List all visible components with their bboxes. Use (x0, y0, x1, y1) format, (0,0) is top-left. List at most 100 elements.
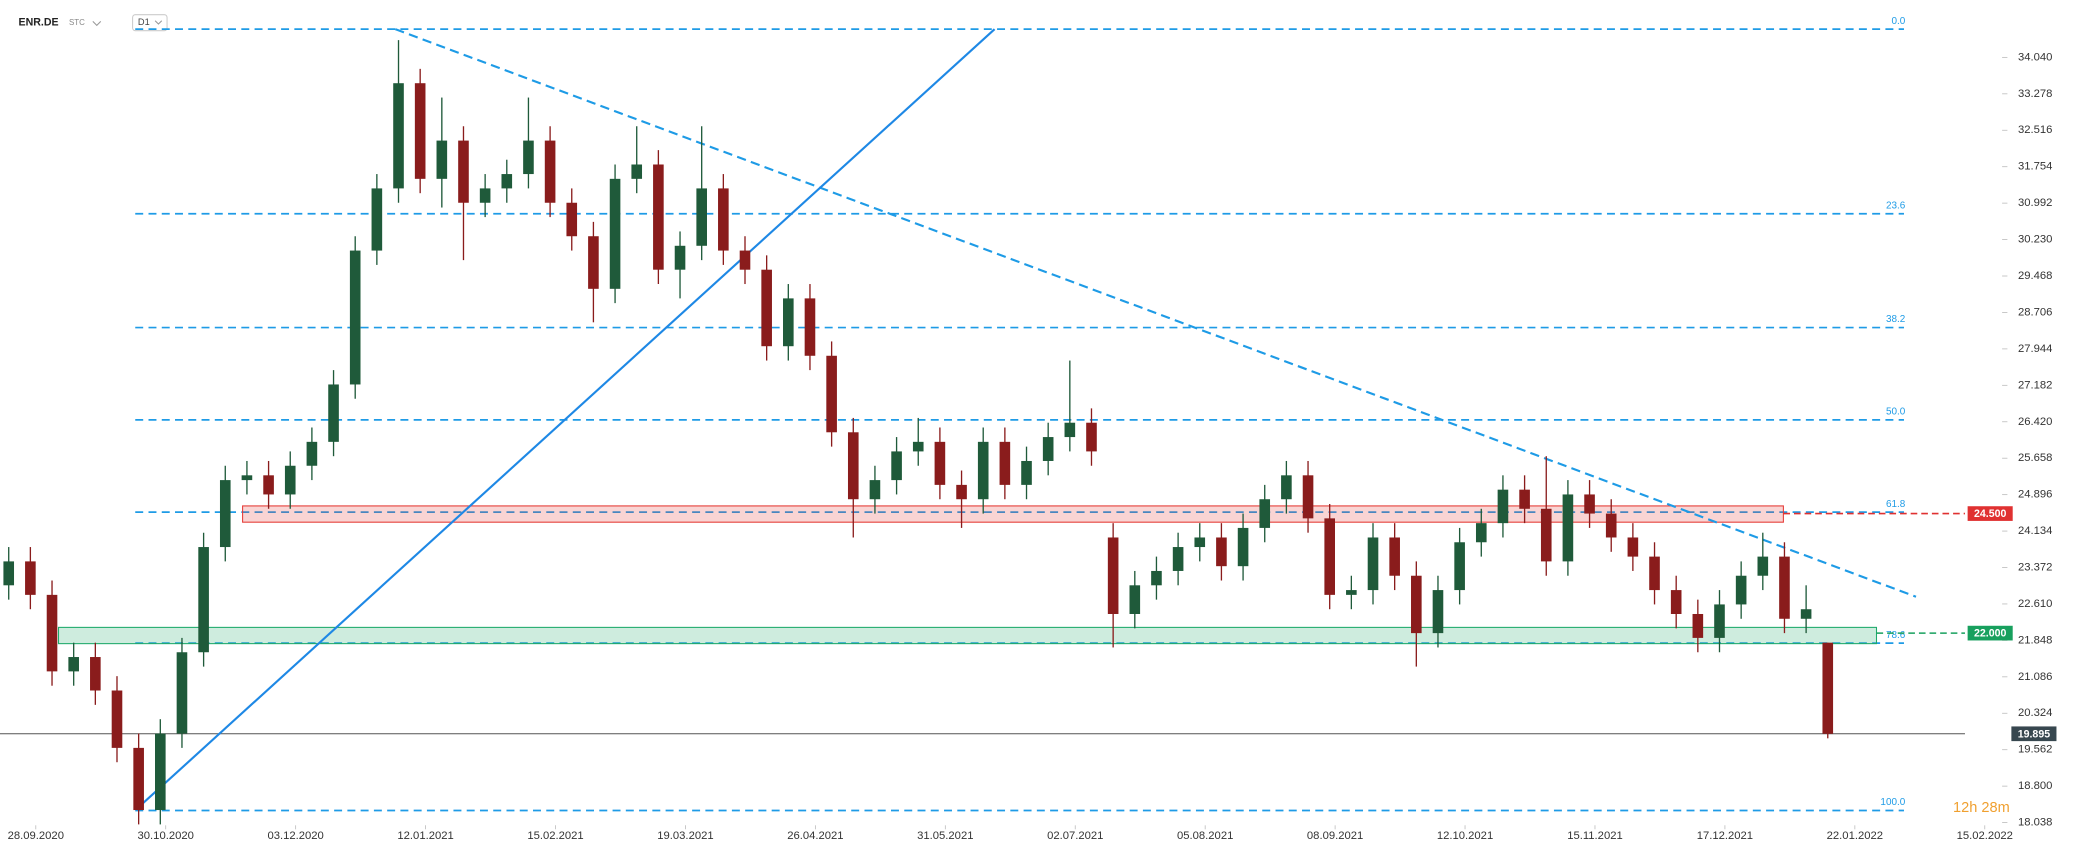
y-tick-label: 21.848 (2018, 634, 2052, 646)
candle-body (1107, 537, 1119, 614)
candle-body (631, 164, 643, 179)
fib-label: 78.6 (1886, 630, 1906, 641)
price-tag (1967, 506, 2013, 521)
candle-body (544, 140, 556, 203)
candle-body (111, 690, 123, 748)
candle-body (1584, 494, 1595, 514)
candle-body (1605, 513, 1617, 538)
candle-body (219, 480, 231, 548)
fib-label: 50.0 (1886, 406, 1906, 417)
candle-body (1735, 575, 1747, 605)
candle-body (155, 733, 166, 811)
candle-body (1411, 575, 1422, 634)
candle-body (1281, 475, 1292, 500)
candle-body (1757, 556, 1769, 576)
zone (57, 626, 1878, 645)
candle-body (458, 140, 469, 203)
candle-body (176, 652, 188, 734)
y-tick-label: 25.658 (2018, 452, 2052, 464)
interval-box[interactable] (132, 14, 168, 32)
candle-body (739, 250, 751, 270)
fib-label: 0.0 (1891, 16, 1905, 27)
x-tick-label: 02.07.2021 (1047, 830, 1103, 842)
price-tag (1967, 625, 2013, 641)
candle-body (1302, 475, 1314, 519)
y-tick-label: 30.230 (2018, 234, 2052, 246)
x-tick-label: 28.09.2020 (8, 830, 64, 842)
candle-body (414, 83, 426, 179)
candle-body (804, 298, 816, 356)
x-tick-label: 31.05.2021 (917, 830, 973, 842)
interval-caret (154, 20, 163, 25)
y-tick-label: 23.372 (2018, 561, 2052, 573)
candle-body (1627, 537, 1639, 557)
candle-body (1151, 570, 1162, 586)
y-tick-label: 30.992 (2018, 197, 2052, 209)
candle-body (501, 174, 513, 189)
candle-body (371, 188, 383, 251)
market-caret[interactable] (92, 20, 102, 27)
candle-body (133, 747, 144, 811)
candle-body (436, 140, 448, 179)
candle-body (1129, 585, 1141, 614)
y-tick-label: 20.324 (2018, 707, 2052, 719)
candle-body (1042, 437, 1054, 461)
y-tick-label: 24.896 (2018, 489, 2052, 501)
candle-body (1389, 537, 1400, 576)
x-tick-label: 15.11.2021 (1567, 830, 1623, 842)
x-tick-label: 08.09.2021 (1307, 830, 1363, 842)
candle-body (783, 298, 794, 347)
candle-body (609, 178, 621, 289)
y-tick-label: 28.706 (2018, 306, 2052, 318)
fib-label: 61.8 (1886, 499, 1906, 510)
x-tick-label: 12.01.2021 (397, 830, 453, 842)
candle-body (1194, 537, 1206, 548)
candle-body (847, 432, 859, 500)
y-tick-label: 34.040 (2018, 51, 2052, 63)
candle-body (68, 657, 79, 672)
candle-body (1475, 523, 1487, 543)
y-tick-label: 26.420 (2018, 416, 2052, 428)
candle-body (241, 475, 253, 481)
x-tick-label: 19.03.2021 (657, 830, 713, 842)
interval: D1 (138, 17, 150, 27)
fib-label: 38.2 (1886, 314, 1906, 325)
candle-body (1237, 527, 1249, 567)
price-tag-label: 22.000 (1974, 628, 2006, 640)
candle-body (1714, 604, 1725, 638)
candle-body (1259, 499, 1271, 528)
y-tick-label: 19.562 (2018, 744, 2052, 756)
fib-label: 23.6 (1886, 200, 1906, 211)
y-tick-label: 21.086 (2018, 671, 2052, 683)
y-tick-label: 27.944 (2018, 343, 2052, 355)
candle-body (306, 441, 318, 466)
candle-body (1800, 609, 1812, 619)
candle-body (653, 164, 664, 270)
candle-body (284, 465, 296, 495)
candle-body (1692, 613, 1704, 638)
candle-body (393, 83, 404, 189)
candle-body (696, 188, 707, 246)
candle-body (263, 475, 274, 495)
candle-body (934, 441, 946, 485)
price-tag-label: 24.500 (1974, 508, 2006, 520)
candle-body (1346, 590, 1357, 595)
candle-body (826, 355, 837, 433)
candle-body (1324, 518, 1336, 595)
candle-body (1216, 537, 1227, 567)
market: STC (69, 18, 85, 27)
candle-body (912, 441, 924, 452)
y-tick-label: 27.182 (2018, 379, 2052, 391)
candle-body (761, 269, 772, 347)
candle-body (956, 484, 967, 500)
x-tick-label: 17.12.2021 (1697, 830, 1753, 842)
candle-body (90, 657, 101, 691)
y-tick-label: 18.038 (2018, 817, 2052, 829)
candle-body (1497, 489, 1509, 524)
trend-line (135, 28, 996, 810)
trend-line (394, 28, 1917, 598)
x-tick-label: 05.08.2021 (1177, 830, 1233, 842)
candle-body (198, 547, 209, 653)
